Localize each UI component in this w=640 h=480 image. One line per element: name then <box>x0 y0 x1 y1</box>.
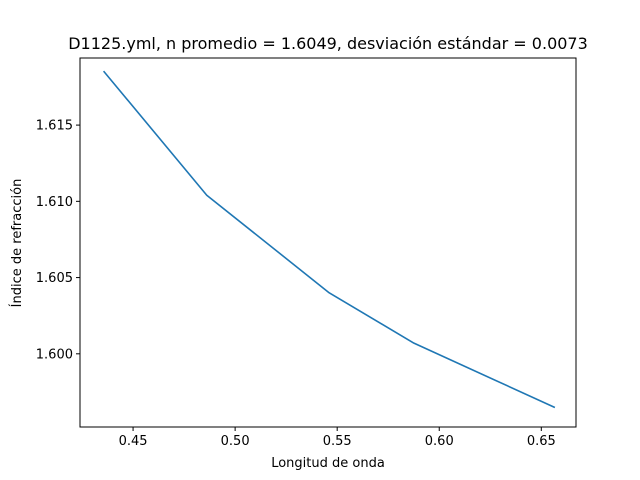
y-tick-label: 1.610 <box>36 195 73 210</box>
x-axis-title: Longitud de onda <box>271 456 385 471</box>
x-tick-label: 0.45 <box>119 434 148 449</box>
chart-title: D1125.yml, n promedio = 1.6049, desviaci… <box>68 34 588 53</box>
plot-frame <box>79 57 577 428</box>
y-axis-title: Índice de refracción <box>9 179 25 308</box>
y-tick-label: 1.600 <box>36 347 73 362</box>
series-layer <box>102 70 556 409</box>
series-line <box>102 70 556 409</box>
y-axis-ticks: 1.600 1.605 1.610 1.615 <box>36 119 80 362</box>
x-tick-label: 0.55 <box>323 434 352 449</box>
y-tick-label: 1.605 <box>36 271 73 286</box>
x-tick-label: 0.65 <box>527 434 556 449</box>
y-tick-label: 1.615 <box>36 119 73 134</box>
x-axis-ticks: 0.45 0.50 0.55 0.60 0.65 <box>119 427 556 449</box>
x-tick-label: 0.50 <box>221 434 250 449</box>
x-tick-label: 0.60 <box>425 434 454 449</box>
